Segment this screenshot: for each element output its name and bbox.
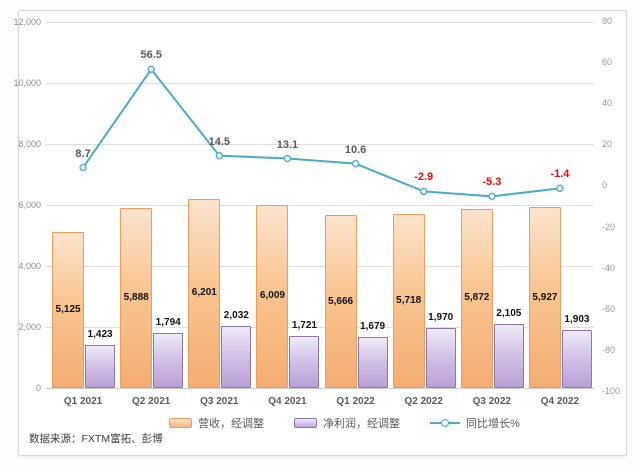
bar-revenue [256,204,289,388]
y-axis-right-label: -80 [602,344,616,355]
growth-marker [419,187,428,196]
bar-net-profit [289,335,320,388]
growth-value-label: 10.6 [344,143,367,156]
x-axis-label: Q3 2021 [200,396,239,407]
growth-marker [147,65,155,74]
gridline [46,83,594,84]
bar-revenue-value: 6,201 [191,287,217,299]
legend: 营收，经调整 净利润，经调整 同比增长% [169,415,520,431]
y-axis-left-label: 0 [35,383,41,393]
growth-marker [351,159,360,168]
bar-revenue-value: 5,718 [396,294,422,306]
y-axis-right-label: -20 [602,221,616,232]
bar-revenue-value: 5,888 [123,292,149,304]
growth-line [82,67,561,198]
bar-net-profit [153,333,184,388]
bar-revenue-value: 5,872 [464,292,490,304]
growth-value-label: 56.5 [140,49,162,62]
legend-label: 净利润，经调整 [323,418,400,430]
legend-swatch-icon [294,418,317,428]
growth-value-label: -5.3 [482,176,502,189]
bar-net-profit-value: 1,721 [291,319,317,331]
growth-value-label: 8.7 [75,147,91,160]
x-axis-label: Q3 2022 [472,396,511,407]
y-axis-right-label: 80 [602,16,613,26]
y-axis-left-label: 10,000 [13,78,41,88]
legend-item-line: 同比增长% [430,415,520,431]
y-axis-right-label: 20 [602,139,613,150]
y-axis-right-label: -60 [602,303,616,314]
gridline [46,388,594,389]
bar-revenue-value: 5,125 [55,303,81,315]
x-axis-label: Q1 2022 [336,396,375,407]
gridline [46,327,594,328]
bar-net-profit-value: 1,970 [428,311,454,323]
bar-revenue-value: 5,927 [532,291,558,303]
growth-value-label: 13.1 [276,138,299,151]
bar-net-profit [425,327,456,388]
growth-marker [79,163,87,172]
x-axis-label: Q4 2021 [268,396,307,407]
bar-net-profit [85,344,116,388]
growth-value-label: -2.9 [414,171,434,184]
bar-net-profit [221,326,252,388]
bar-revenue [324,215,357,388]
gridline [46,22,594,23]
legend-item-np: 净利润，经调整 [294,415,400,431]
y-axis-left-label: 4,000 [18,261,41,271]
bar-net-profit-value: 2,105 [496,307,522,319]
source-note: 数据来源：FXTM富拓、彭博 [29,433,163,445]
y-axis-left-label: 8,000 [18,139,41,149]
legend-item-rev: 营收，经调整 [169,415,264,431]
legend-line-icon [430,418,460,428]
legend-label: 同比增长% [466,418,520,430]
growth-value-label: -1.4 [550,168,570,181]
y-axis-right-label: -40 [602,262,616,273]
y-axis-right-label: -100 [602,386,621,396]
gridline [46,144,594,145]
bar-revenue [392,213,425,388]
bar-net-profit [493,323,524,388]
y-axis-right-label: 40 [602,98,613,109]
y-axis-right-label: 60 [602,57,613,68]
growth-marker [215,151,224,160]
legend-swatch-icon [169,418,192,428]
y-axis-left-label: 6,000 [18,200,41,210]
growth-marker [488,192,496,201]
gridline [46,205,594,206]
bar-revenue [528,207,561,388]
growth-line-layer [79,65,564,201]
bar-revenue [188,198,221,388]
growth-marker [283,154,292,163]
bar-revenue [460,208,493,388]
bar-net-profit-value: 2,032 [223,310,249,322]
x-axis-label: Q1 2021 [63,396,103,407]
x-axis-label: Q2 2021 [132,396,171,407]
growth-value-label: 14.5 [208,135,231,148]
x-axis-label: Q4 2022 [540,396,580,407]
bar-revenue-value: 5,666 [328,295,354,307]
gridline [46,266,594,267]
y-axis-right-label: 0 [602,180,608,191]
bar-revenue-value: 6,009 [259,290,285,302]
bar-net-profit-value: 1,423 [87,328,113,340]
growth-marker [556,184,564,193]
legend-label: 营收，经调整 [198,418,264,430]
bar-revenue [120,208,153,388]
bar-net-profit-value: 1,794 [155,317,181,329]
chart-frame: 12,000 10,000 8,000 6,000 4,000 2,000 0 80 60 40 2… [13,10,627,456]
bar-net-profit-value: 1,679 [360,320,386,332]
bar-net-profit [561,329,592,388]
y-axis-left-label: 12,000 [13,17,41,27]
bar-net-profit-value: 1,903 [564,313,590,325]
y-axis-left-label: 2,000 [18,322,41,332]
bar-revenue [52,231,85,388]
bar-net-profit [357,336,388,388]
x-axis-label: Q2 2022 [404,396,443,407]
